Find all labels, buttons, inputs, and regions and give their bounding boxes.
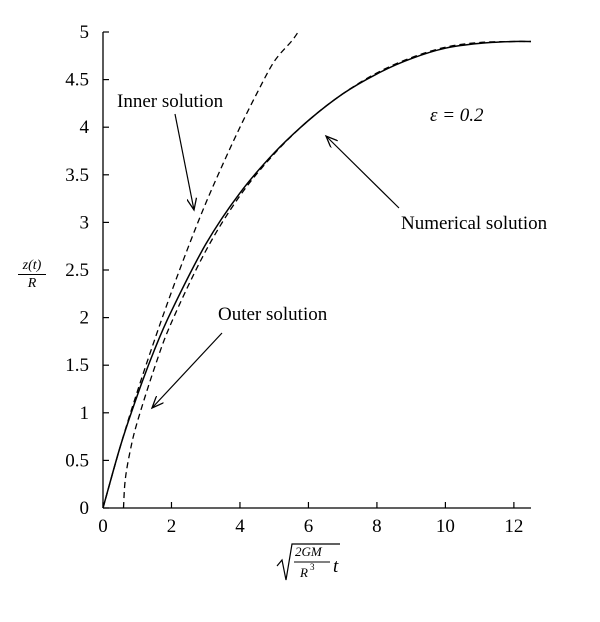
y-tick-label: 0: [80, 498, 90, 519]
numerical-solution-label: Numerical solution: [401, 213, 548, 234]
outer-solution-label: Outer solution: [218, 304, 328, 325]
y-tick-label: 0.5: [65, 450, 89, 471]
epsilon-label: ε = 0.2: [430, 105, 484, 126]
series-line-outer-solution: [122, 40, 532, 509]
y-tick-label: 3.5: [65, 165, 89, 186]
y-tick-label: 3: [80, 212, 90, 233]
x-tick-label: 8: [372, 516, 382, 537]
numerical-solution-arrow: [326, 136, 400, 209]
y-tick-label: 4: [80, 117, 90, 138]
svg-text:t: t: [333, 556, 339, 577]
y-axis-label: z(t) R: [18, 258, 46, 291]
x-tick-label: 0: [98, 516, 108, 537]
svg-text:2GM: 2GM: [295, 544, 323, 559]
x-tick-label: 6: [304, 516, 314, 537]
inner-solution-arrow: [174, 113, 194, 210]
y-tick-label: 4.5: [65, 70, 89, 91]
svg-text:R: R: [299, 565, 308, 580]
y-tick-label: 2.5: [65, 260, 89, 281]
series-line-inner-solution: [102, 31, 299, 509]
x-axis-label: 2GM R 3 t: [276, 543, 340, 581]
y-tick-label: 5: [80, 22, 90, 43]
outer-solution-arrow: [152, 332, 223, 408]
x-tick-label: 2: [167, 516, 177, 537]
svg-text:3: 3: [310, 562, 315, 572]
y-tick-label: 2: [80, 308, 90, 329]
x-tick-label: 10: [436, 516, 455, 537]
y-tick-label: 1.5: [65, 355, 89, 376]
x-tick-label: 12: [504, 516, 523, 537]
x-tick-label: 4: [235, 516, 245, 537]
y-tick-label: 1: [80, 403, 90, 424]
inner-solution-label: Inner solution: [117, 91, 224, 112]
